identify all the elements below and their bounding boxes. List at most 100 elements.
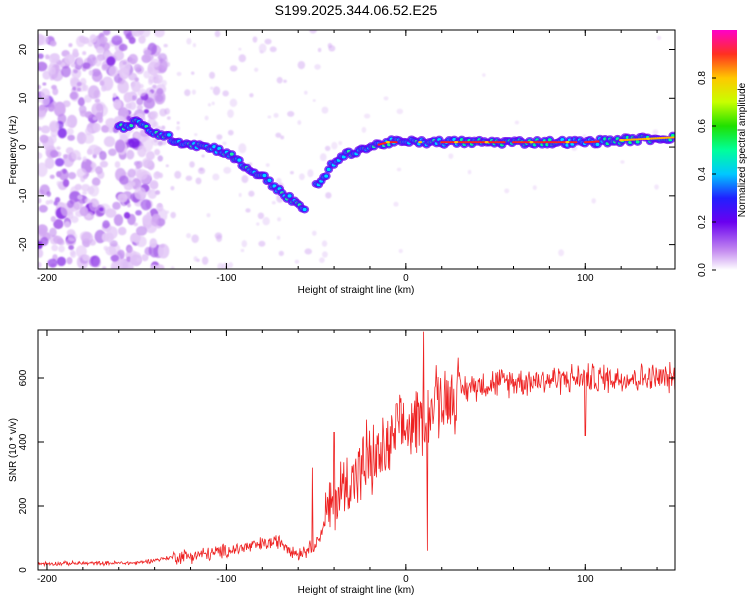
spectrogram-cell bbox=[87, 85, 100, 100]
spectrogram-ridge-peak bbox=[494, 141, 497, 144]
spectrogram-cell bbox=[122, 61, 127, 65]
spectrogram-cell bbox=[156, 203, 164, 212]
spectrogram-cell bbox=[299, 173, 305, 181]
spectrogram-cell bbox=[113, 99, 122, 110]
snr-xtick-label: 100 bbox=[577, 574, 594, 585]
spectrogram-cell bbox=[51, 84, 57, 90]
spectrogram-ridge-peak bbox=[527, 141, 530, 144]
spectrogram-cell bbox=[67, 200, 74, 209]
spectrogram-cell bbox=[322, 251, 328, 258]
spectrogram-cell bbox=[51, 244, 59, 252]
spectrogram-cell bbox=[117, 226, 127, 236]
spectrogram-cell bbox=[311, 230, 317, 236]
spectrogram-ridge-peak bbox=[457, 141, 461, 144]
spectrogram-cell bbox=[184, 89, 191, 97]
spectrogram-cell bbox=[143, 70, 151, 79]
spectrogram-cell bbox=[257, 212, 265, 220]
spectrogram-cell bbox=[56, 170, 62, 178]
spectrogram-cell bbox=[101, 64, 108, 71]
spectrogram-ridge-core bbox=[595, 142, 600, 147]
spectrogram-cell bbox=[40, 88, 51, 99]
spectrogram-cell bbox=[81, 231, 94, 245]
spectrogram-ridge-peak bbox=[553, 141, 556, 144]
spectrogram-cell bbox=[67, 134, 75, 141]
spectrogram-ridge-peak bbox=[634, 138, 638, 141]
spectrogram-cell bbox=[324, 145, 331, 152]
spectrogram-cell bbox=[151, 216, 159, 227]
spectrogram-cell bbox=[148, 75, 155, 84]
spectrogram-cell bbox=[82, 133, 95, 144]
spectrogram-cell bbox=[229, 98, 238, 108]
spectrogram-cell bbox=[289, 170, 294, 175]
spec-ytick-label: 20 bbox=[18, 44, 29, 56]
spectrogram-ridge-peak bbox=[500, 141, 504, 144]
spectrogram-cell bbox=[82, 156, 87, 162]
spectrogram-cell bbox=[176, 125, 181, 131]
spectrogram-cell bbox=[50, 215, 57, 223]
spectrogram-ridge-glint bbox=[529, 140, 534, 144]
spectrogram-cell bbox=[393, 201, 399, 207]
spectrogram-cell bbox=[108, 65, 119, 77]
spectrogram-cell bbox=[111, 261, 123, 269]
spectrogram-cell bbox=[467, 169, 472, 175]
spectrogram-cell bbox=[125, 33, 131, 40]
spectrogram-cell bbox=[53, 219, 64, 230]
spectrogram-cell bbox=[164, 107, 171, 115]
spectrogram-ridge-peak bbox=[498, 141, 502, 144]
spectrogram-ridge-peak bbox=[442, 141, 446, 144]
spectrogram-cell bbox=[58, 245, 65, 253]
colorbar-label: Normalized spectral amplitude bbox=[737, 82, 748, 217]
spectrogram-cell bbox=[192, 43, 197, 48]
spec-ytick-label: 10 bbox=[18, 92, 29, 104]
spec-xtick-label: -100 bbox=[216, 273, 236, 284]
spectrogram-cell bbox=[206, 213, 211, 218]
spectrogram-cell bbox=[238, 47, 242, 51]
spectrogram-cell bbox=[656, 35, 662, 40]
spectrogram-cell bbox=[98, 207, 104, 212]
spectrogram-ridge-peak bbox=[474, 141, 478, 144]
spectrogram-cell bbox=[49, 150, 59, 158]
spectrogram-cell bbox=[69, 191, 81, 203]
spectrogram-cell bbox=[56, 180, 62, 187]
spectrogram-cell bbox=[149, 238, 158, 249]
spectrogram-cell bbox=[176, 121, 180, 125]
spectrogram-cell bbox=[150, 264, 158, 269]
colorbar-gradient bbox=[712, 30, 737, 270]
colorbar-tick-label: 0.8 bbox=[697, 71, 708, 85]
spectrogram-cell bbox=[238, 143, 247, 154]
spectrogram-cell bbox=[90, 162, 96, 169]
spectrogram-cell bbox=[153, 77, 161, 84]
spectrogram-cell bbox=[49, 227, 57, 238]
spectrogram-cell bbox=[72, 48, 79, 54]
spectrogram-cell bbox=[217, 262, 224, 269]
spectrogram-ridge-peak bbox=[590, 140, 594, 143]
spectrogram-cell bbox=[265, 163, 270, 167]
spectrogram-cell bbox=[514, 120, 520, 125]
spectrogram-cell bbox=[70, 250, 77, 258]
spectrogram-cell bbox=[89, 34, 97, 44]
spectrogram-cell bbox=[189, 161, 195, 168]
spectrogram-cell bbox=[331, 141, 338, 150]
spectrogram-ridge-peak bbox=[592, 140, 596, 143]
spec-ytick-label: -10 bbox=[18, 188, 29, 203]
spectrogram-ridge-glint bbox=[454, 140, 459, 144]
spectrogram-ridge-peak bbox=[641, 137, 645, 141]
spectrogram-ridge-peak bbox=[451, 141, 454, 144]
spec-ytick-label: 0 bbox=[18, 144, 29, 150]
spectrogram-cell bbox=[135, 209, 142, 216]
spectrogram-cell bbox=[49, 174, 55, 180]
spectrogram-cell bbox=[56, 146, 61, 151]
spectrogram-cell bbox=[504, 188, 510, 194]
spectrogram-cell bbox=[207, 103, 212, 107]
spectrogram-cell bbox=[319, 153, 327, 162]
spectrogram-ridge-peak bbox=[596, 140, 600, 143]
spectrogram-cell bbox=[42, 82, 47, 86]
spectrogram-cell bbox=[105, 117, 117, 128]
spectrogram-cell bbox=[128, 53, 138, 65]
spectrogram-cell bbox=[96, 46, 105, 54]
spectrogram-cell bbox=[79, 110, 88, 117]
spectrogram-cell bbox=[110, 254, 119, 262]
spectrogram-cell bbox=[101, 124, 110, 133]
spectrogram-cell bbox=[85, 127, 93, 136]
spectrogram-cell bbox=[252, 36, 258, 43]
